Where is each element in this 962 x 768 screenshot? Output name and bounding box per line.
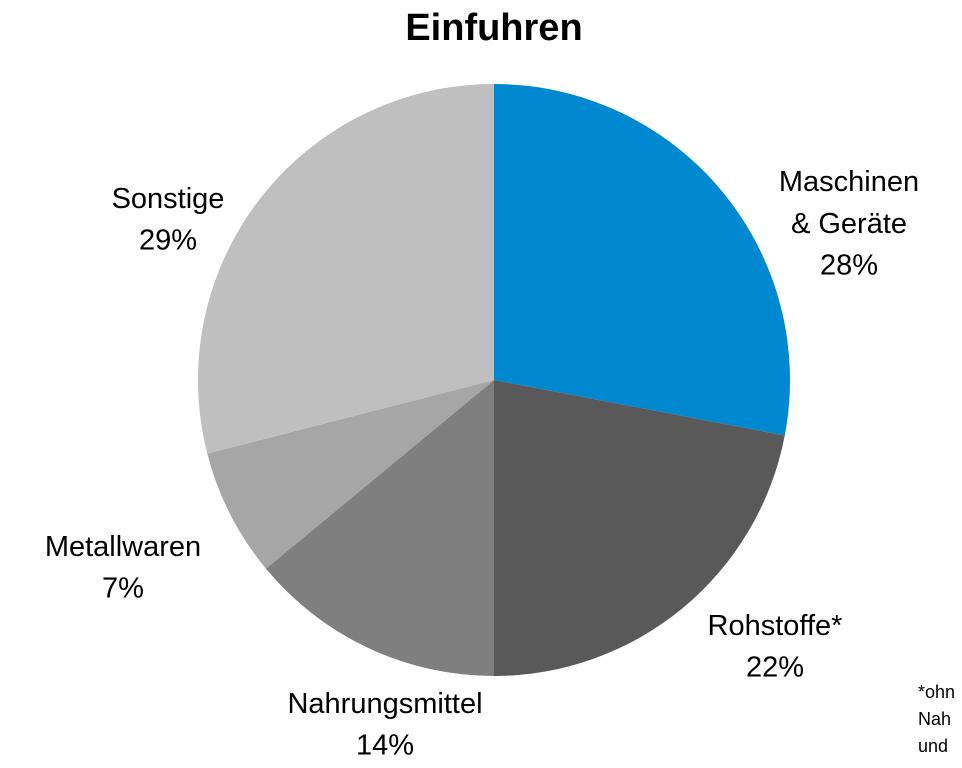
value-label: 28% bbox=[820, 250, 878, 282]
pie-slice bbox=[494, 380, 785, 676]
value-label: 22% bbox=[746, 652, 804, 684]
slice-label: Maschinen & Geräte bbox=[779, 166, 919, 240]
slice-label: Sonstige bbox=[112, 183, 225, 215]
pie-slice bbox=[265, 380, 494, 676]
slice-label: Metallwaren bbox=[45, 531, 201, 563]
value-label: 14% bbox=[356, 730, 414, 762]
footnote: *ohn bbox=[918, 682, 955, 702]
value-label: 29% bbox=[139, 225, 197, 257]
pie-slice bbox=[494, 84, 790, 436]
slice-label: Rohstoffe* bbox=[708, 610, 843, 642]
slice-label: Nahrungsmittel bbox=[287, 688, 482, 720]
pie-slice bbox=[197, 84, 494, 454]
footnote: und bbox=[918, 736, 948, 756]
footnote: Nah bbox=[918, 709, 951, 729]
chart-title: Einfuhren bbox=[405, 7, 582, 49]
pie-slice bbox=[207, 380, 494, 569]
value-label: 7% bbox=[102, 573, 144, 605]
